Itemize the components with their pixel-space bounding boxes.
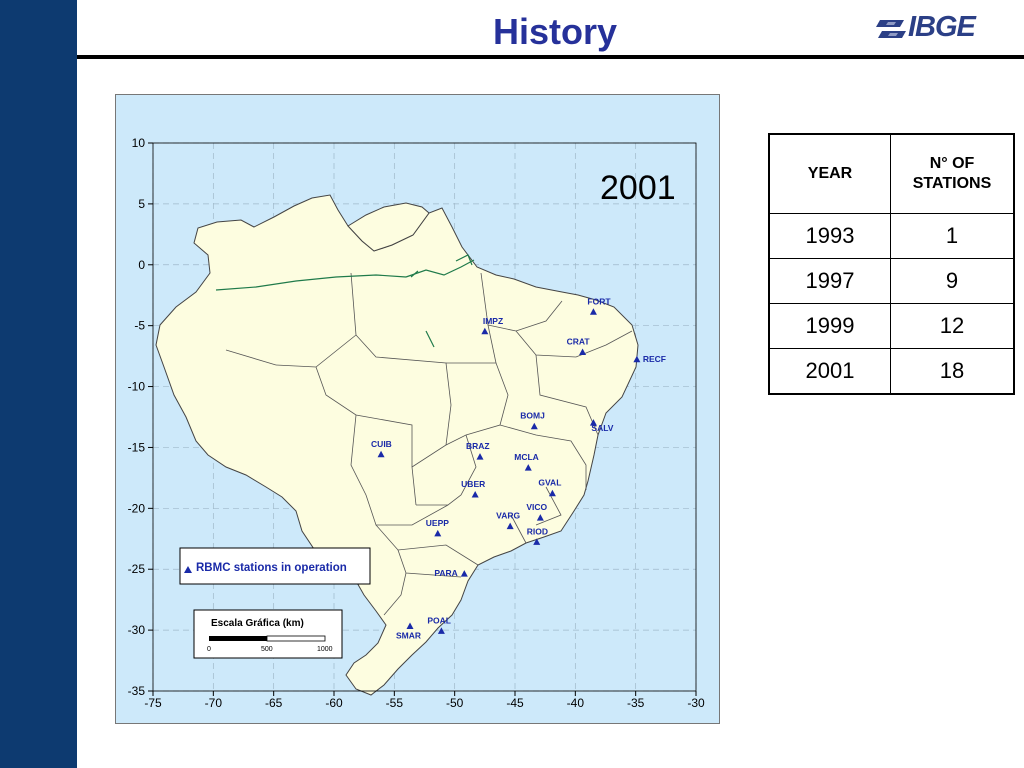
station-label: PARA bbox=[434, 568, 457, 578]
lat-tick-label: -10 bbox=[128, 380, 146, 394]
row-count: 12 bbox=[890, 303, 1015, 349]
station-marker-icon bbox=[476, 453, 484, 460]
lon-tick-label: -45 bbox=[506, 696, 524, 710]
table-header-row: YEAR N° OF STATIONS bbox=[768, 133, 1015, 214]
station-label: BRAZ bbox=[466, 441, 490, 451]
scale-bar: Escala Gráfica (km) 0 500 1000 bbox=[193, 609, 343, 659]
lat-tick-label: 5 bbox=[138, 197, 145, 211]
lat-tick-label: -20 bbox=[128, 501, 146, 515]
station-marker-icon bbox=[548, 489, 556, 497]
station-marker-icon bbox=[589, 308, 597, 315]
station-marker-icon bbox=[530, 422, 538, 430]
header-year: YEAR bbox=[768, 133, 891, 214]
station-label: UBER bbox=[461, 479, 485, 489]
station-marker-icon bbox=[589, 419, 597, 426]
station-label: POAL bbox=[427, 615, 451, 625]
row-year: 1993 bbox=[768, 213, 891, 259]
lat-tick-label: -5 bbox=[134, 319, 145, 333]
station-marker-icon bbox=[533, 538, 541, 545]
brazil-map: 10 5 0 -5 -10 -15 -20 -25 -30 -35 -75 -70 -65 -60 -55-… bbox=[115, 94, 720, 724]
table-row: 2001 18 bbox=[768, 348, 1015, 395]
map-legend: RBMC stations in operation bbox=[179, 547, 371, 585]
lat-tick-label: -30 bbox=[128, 623, 146, 637]
station-label: FORT bbox=[587, 296, 611, 306]
station-marker-icon bbox=[524, 464, 532, 471]
lon-tick-label: -40 bbox=[567, 696, 585, 710]
station-marker-icon bbox=[377, 450, 385, 458]
row-year: 1997 bbox=[768, 258, 891, 304]
lon-tick-label: -75 bbox=[144, 696, 162, 710]
row-count: 1 bbox=[890, 213, 1015, 259]
page-title: History bbox=[492, 11, 618, 52]
station-label: SMAR bbox=[396, 630, 421, 640]
station-label: CRAT bbox=[567, 336, 591, 346]
station-marker-icon bbox=[506, 522, 514, 530]
station-label: CUIB bbox=[371, 439, 392, 449]
station-marker-icon bbox=[579, 348, 587, 355]
station-label: GVAL bbox=[538, 478, 561, 488]
left-sidebar-bar bbox=[0, 0, 77, 768]
station-label: RECF bbox=[643, 354, 666, 364]
scale-title: Escala Gráfica (km) bbox=[211, 618, 304, 629]
year-label: 2001 bbox=[600, 169, 676, 207]
station-label: RIOD bbox=[527, 526, 548, 536]
lat-tick-label: -35 bbox=[128, 684, 146, 698]
row-count: 18 bbox=[890, 348, 1015, 395]
lon-tick-label: -55 bbox=[386, 696, 404, 710]
lon-tick-label: -60 bbox=[325, 696, 343, 710]
rivers bbox=[215, 254, 475, 348]
station-markers: FORT IMPZ CRAT RECF BOMJ SALV CUIB BRAZ MCLA GVAL… bbox=[371, 296, 666, 640]
station-label: VICO bbox=[526, 502, 547, 512]
station-label: VARG bbox=[496, 511, 520, 521]
lon-tick-label: -65 bbox=[265, 696, 283, 710]
ibge-logo-icon bbox=[876, 20, 906, 38]
row-count: 9 bbox=[890, 258, 1015, 304]
logo-text: IBGE bbox=[908, 11, 976, 43]
map-axes-frame bbox=[152, 142, 697, 692]
table-row: 1993 1 bbox=[768, 213, 1015, 259]
scale-tick-1000: 1000 bbox=[317, 646, 333, 653]
station-marker-icon bbox=[406, 622, 414, 629]
guianas-land bbox=[347, 202, 430, 252]
station-label: MCLA bbox=[514, 452, 539, 462]
station-label: UEPP bbox=[426, 518, 449, 528]
station-marker-icon bbox=[536, 514, 544, 521]
row-year: 2001 bbox=[768, 348, 891, 395]
title-divider bbox=[77, 55, 1024, 59]
ibge-logo: IBGE bbox=[874, 11, 1004, 46]
station-marker-icon bbox=[471, 490, 479, 498]
lon-tick-label: -70 bbox=[205, 696, 223, 710]
table-row: 1997 9 bbox=[768, 258, 1015, 304]
lon-tick-label: -30 bbox=[687, 696, 705, 710]
lat-tick-label: 10 bbox=[132, 136, 146, 150]
legend-triangle-icon bbox=[184, 566, 192, 573]
station-marker-icon bbox=[460, 570, 468, 577]
station-label: SALV bbox=[591, 423, 613, 433]
station-label: BOMJ bbox=[520, 411, 545, 421]
station-marker-icon bbox=[434, 529, 442, 537]
station-label: IMPZ bbox=[483, 316, 503, 326]
state-boundaries bbox=[225, 272, 633, 616]
row-year: 1999 bbox=[768, 303, 891, 349]
scale-tick-0: 0 bbox=[207, 646, 211, 653]
lat-tick-label: 0 bbox=[138, 258, 145, 272]
header-stations: N° OF STATIONS bbox=[890, 133, 1015, 214]
header-stations-line2: STATIONS bbox=[912, 175, 992, 192]
lat-tick-label: -25 bbox=[128, 562, 146, 576]
station-marker-icon bbox=[481, 327, 489, 335]
lat-tick-label: -15 bbox=[128, 440, 146, 454]
legend-label: RBMC stations in operation bbox=[196, 562, 347, 574]
stations-table: YEAR N° OF STATIONS 1993 1 1997 9 1999 1… bbox=[768, 133, 1015, 395]
scale-tick-500: 500 bbox=[261, 646, 273, 653]
lon-tick-label: -35 bbox=[627, 696, 645, 710]
station-marker-icon bbox=[437, 627, 445, 634]
station-marker-icon bbox=[633, 355, 641, 363]
table-row: 1999 12 bbox=[768, 303, 1015, 349]
header-stations-line1: N° OF bbox=[929, 155, 975, 172]
lon-tick-label: -50 bbox=[446, 696, 464, 710]
